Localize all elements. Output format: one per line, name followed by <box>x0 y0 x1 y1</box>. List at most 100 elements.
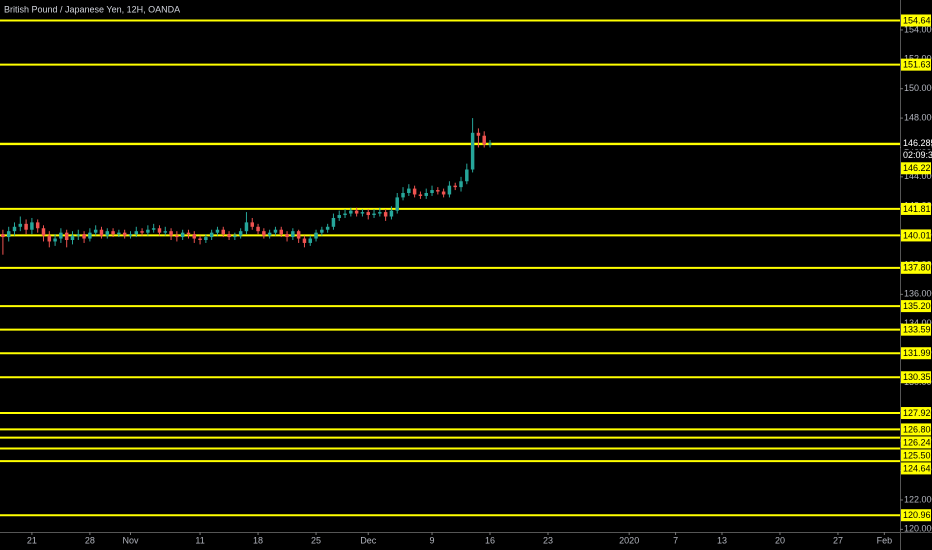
candle-body <box>24 223 28 230</box>
candle-body <box>389 210 394 217</box>
candle-body <box>70 235 75 241</box>
candle-body <box>76 234 81 236</box>
candle-body <box>82 234 86 239</box>
candle-body <box>209 232 214 238</box>
candle-body <box>1 234 5 238</box>
x-tick-label: 18 <box>253 535 263 545</box>
candle-body <box>238 231 243 236</box>
candle-body <box>169 231 173 236</box>
x-tick-label: 21 <box>27 535 37 545</box>
candle-body <box>93 229 98 233</box>
candle-body <box>140 231 144 233</box>
candle-body <box>401 193 405 198</box>
candle-body <box>476 132 481 136</box>
candle-body <box>488 143 492 145</box>
level-tag <box>901 323 931 336</box>
x-tick-label: 16 <box>485 535 495 545</box>
candle-body <box>180 232 185 238</box>
candle-body <box>349 210 353 214</box>
candle-body <box>453 185 457 188</box>
candle-body <box>47 235 52 242</box>
x-tick-label: Nov <box>122 535 139 545</box>
candle-body <box>273 229 278 233</box>
level-tag <box>901 202 931 215</box>
candle-body <box>378 212 382 214</box>
candle-body <box>6 231 11 238</box>
candle-body <box>30 222 34 230</box>
x-tick-label: 9 <box>430 535 435 545</box>
last-price-tag <box>901 137 931 150</box>
level-label: 154.646 <box>903 15 932 25</box>
y-tick-label: 154.000 <box>904 24 932 34</box>
level-tag <box>901 371 931 384</box>
candle-body <box>163 231 168 233</box>
candle-body <box>250 222 254 227</box>
candle-body <box>111 231 115 235</box>
candle-body <box>134 231 139 235</box>
chart-title: British Pound / Japanese Yen, 12H, OANDA <box>4 4 180 14</box>
candle-body <box>337 215 341 218</box>
candle-body <box>215 229 220 233</box>
candle-body <box>314 232 318 239</box>
level-label: 126.804 <box>903 424 932 434</box>
candle-body <box>256 226 260 232</box>
candle-body <box>59 232 63 239</box>
level-label: 125.502 <box>903 450 932 460</box>
candle-body <box>64 232 69 241</box>
candle-body <box>436 190 440 192</box>
candle-body <box>117 232 121 235</box>
x-tick-label: 20 <box>775 535 785 545</box>
level-label: 146.226 <box>903 163 932 173</box>
level-tag <box>901 261 931 274</box>
level-label: 131.992 <box>903 348 932 358</box>
candle-body <box>441 191 446 195</box>
candle-body <box>366 212 370 216</box>
level-tag <box>901 347 931 360</box>
candle-body <box>279 229 283 235</box>
x-tick-label: 2020 <box>619 535 639 545</box>
candle-body <box>157 228 162 233</box>
candle-body <box>192 234 197 239</box>
candle-body <box>18 223 23 227</box>
level-label: 133.596 <box>903 325 932 335</box>
level-label: 124.649 <box>903 463 932 473</box>
candle-body <box>198 238 202 241</box>
candle-body <box>285 234 289 238</box>
candle-body <box>482 135 486 145</box>
candle-body <box>151 228 156 230</box>
y-tick-label: 120.000 <box>904 524 932 534</box>
y-tick-label: 134.000 <box>904 318 932 328</box>
countdown: 02:09:37 <box>903 150 932 160</box>
candle-body <box>412 188 417 195</box>
x-tick-label: 11 <box>195 535 204 545</box>
candle-body <box>128 234 133 236</box>
y-tick-label: 148.000 <box>904 112 932 122</box>
x-tick-label: 7 <box>673 535 678 545</box>
candle-body <box>175 235 179 238</box>
candle-body <box>465 169 469 182</box>
y-tick-label: 136.000 <box>904 289 932 299</box>
level-tag <box>901 407 931 420</box>
candle-body <box>291 231 295 238</box>
level-label: 130.357 <box>903 372 932 382</box>
candle-body <box>470 132 475 170</box>
candle-body <box>447 185 452 195</box>
candle-body <box>308 238 312 243</box>
level-tag <box>901 423 931 436</box>
x-tick-label: 25 <box>311 535 321 545</box>
level-label: 140.011 <box>903 230 932 240</box>
candle-body <box>360 212 365 214</box>
candle-body <box>35 222 40 229</box>
candle-body <box>302 238 307 243</box>
candle-body <box>267 232 272 236</box>
candle-body <box>221 229 225 235</box>
candle-body <box>395 197 399 211</box>
y-tick-label: 122.000 <box>904 494 932 504</box>
candle-body <box>186 232 191 235</box>
candle-body <box>41 228 46 236</box>
level-label: 151.639 <box>903 60 932 70</box>
candle-body <box>233 235 237 238</box>
level-label: 135.200 <box>903 301 932 311</box>
candle-body <box>407 188 411 194</box>
